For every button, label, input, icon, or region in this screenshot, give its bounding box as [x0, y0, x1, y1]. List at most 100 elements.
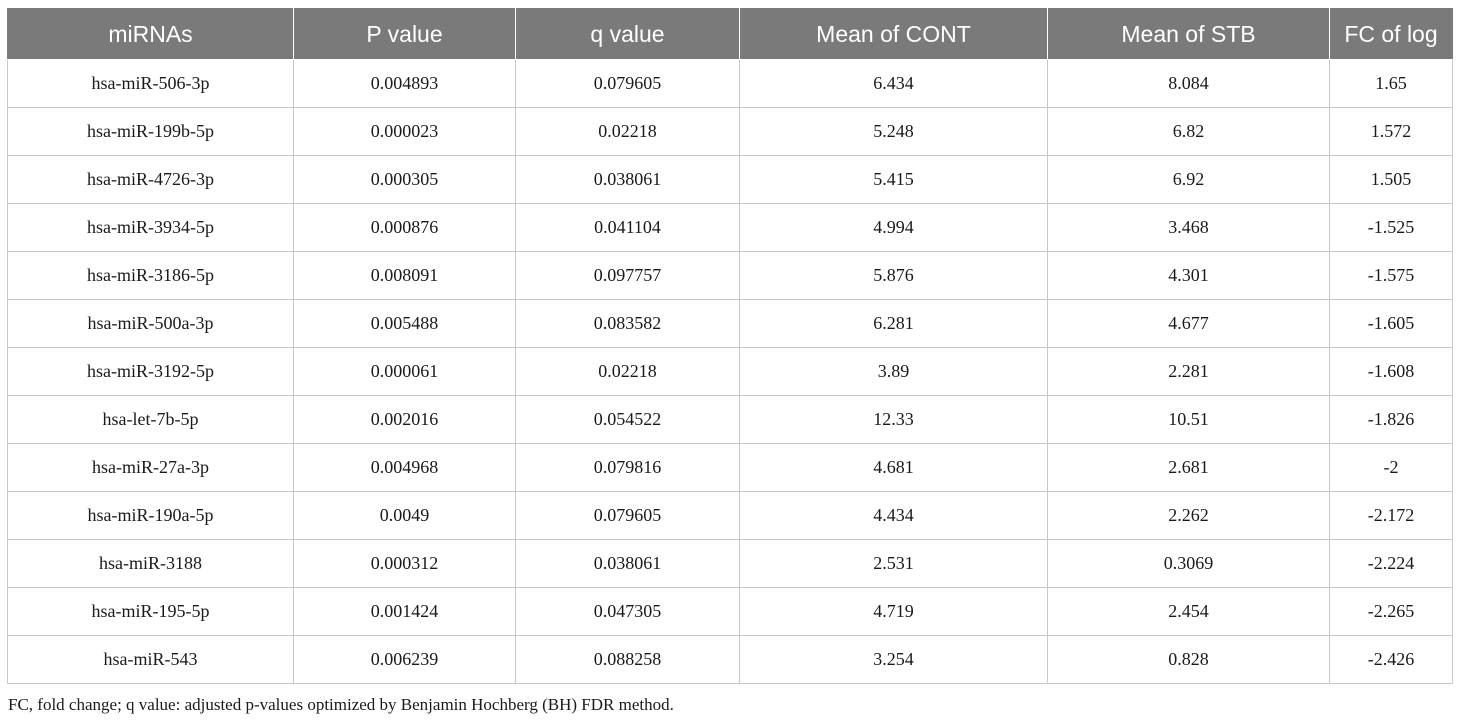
cell-fc-log: -2.265	[1329, 587, 1453, 636]
table-row: hsa-miR-500a-3p 0.005488 0.083582 6.281 4.67…	[7, 299, 1453, 348]
cell-q-value: 0.041104	[515, 203, 740, 252]
cell-p-value: 0.000876	[293, 203, 516, 252]
cell-mean-stb: 2.454	[1047, 587, 1330, 636]
cell-fc-log: -2.172	[1329, 491, 1453, 540]
cell-fc-log: -2	[1329, 443, 1453, 492]
cell-mean-cont: 4.681	[739, 443, 1048, 492]
cell-mirna: hsa-miR-3188	[7, 539, 294, 588]
table-row: hsa-miR-27a-3p 0.004968 0.079816 4.681 2.681…	[7, 443, 1453, 492]
cell-q-value: 0.038061	[515, 155, 740, 204]
cell-fc-log: 1.505	[1329, 155, 1453, 204]
table-row: hsa-miR-4726-3p 0.000305 0.038061 5.415 6.92…	[7, 155, 1453, 204]
cell-mean-cont: 5.248	[739, 107, 1048, 156]
header-row: miRNAs P value q value Mean of CONT Mean…	[7, 8, 1453, 60]
cell-q-value: 0.054522	[515, 395, 740, 444]
cell-q-value: 0.097757	[515, 251, 740, 300]
cell-p-value: 0.004893	[293, 59, 516, 108]
cell-fc-log: -1.605	[1329, 299, 1453, 348]
cell-mean-cont: 4.434	[739, 491, 1048, 540]
cell-mean-cont: 4.719	[739, 587, 1048, 636]
cell-fc-log: 1.65	[1329, 59, 1453, 108]
header-mirnas: miRNAs	[7, 8, 294, 60]
cell-mean-cont: 4.994	[739, 203, 1048, 252]
cell-p-value: 0.004968	[293, 443, 516, 492]
cell-mean-stb: 6.82	[1047, 107, 1330, 156]
cell-fc-log: 1.572	[1329, 107, 1453, 156]
cell-p-value: 0.000061	[293, 347, 516, 396]
table-row: hsa-miR-199b-5p 0.000023 0.02218 5.248 6.82 1…	[7, 107, 1453, 156]
table-row: hsa-miR-3188 0.000312 0.038061 2.531 0.3069-…	[7, 539, 1453, 588]
table-body: hsa-miR-506-3p 0.004893 0.079605 6.434 8.084…	[7, 59, 1453, 684]
cell-mirna: hsa-miR-199b-5p	[7, 107, 294, 156]
cell-mean-stb: 10.51	[1047, 395, 1330, 444]
cell-mirna: hsa-miR-190a-5p	[7, 491, 294, 540]
cell-mirna: hsa-miR-3186-5p	[7, 251, 294, 300]
cell-q-value: 0.02218	[515, 107, 740, 156]
header-mean-cont: Mean of CONT	[739, 8, 1048, 60]
cell-mean-cont: 6.281	[739, 299, 1048, 348]
cell-mean-stb: 6.92	[1047, 155, 1330, 204]
cell-p-value: 0.000312	[293, 539, 516, 588]
mirna-results-table: miRNAs P value q value Mean of CONT Mean…	[7, 8, 1453, 684]
cell-mean-cont: 6.434	[739, 59, 1048, 108]
cell-fc-log: -1.525	[1329, 203, 1453, 252]
cell-q-value: 0.079816	[515, 443, 740, 492]
table-row: hsa-miR-195-5p 0.001424 0.047305 4.719 2.454…	[7, 587, 1453, 636]
table-row: hsa-miR-506-3p 0.004893 0.079605 6.434 8.084…	[7, 59, 1453, 108]
cell-q-value: 0.047305	[515, 587, 740, 636]
cell-p-value: 0.0049	[293, 491, 516, 540]
cell-p-value: 0.000305	[293, 155, 516, 204]
header-fc-log: FC of log	[1329, 8, 1453, 60]
cell-q-value: 0.02218	[515, 347, 740, 396]
cell-p-value: 0.000023	[293, 107, 516, 156]
cell-mirna: hsa-miR-3192-5p	[7, 347, 294, 396]
table-row: hsa-let-7b-5p 0.002016 0.054522 12.33 10.51-…	[7, 395, 1453, 444]
table-row: hsa-miR-3192-5p 0.000061 0.02218 3.89 2.281-…	[7, 347, 1453, 396]
cell-p-value: 0.002016	[293, 395, 516, 444]
cell-fc-log: -2.426	[1329, 635, 1453, 684]
cell-mirna: hsa-miR-27a-3p	[7, 443, 294, 492]
cell-q-value: 0.083582	[515, 299, 740, 348]
cell-mean-stb: 2.281	[1047, 347, 1330, 396]
cell-mean-cont: 5.876	[739, 251, 1048, 300]
cell-q-value: 0.088258	[515, 635, 740, 684]
cell-mean-cont: 3.254	[739, 635, 1048, 684]
table-footnote: FC, fold change; q value: adjusted p-val…	[8, 695, 674, 714]
cell-mean-stb: 3.468	[1047, 203, 1330, 252]
results-table-container: miRNAs P value q value Mean of CONT Mean…	[7, 8, 1453, 684]
cell-mean-stb: 4.301	[1047, 251, 1330, 300]
cell-q-value: 0.079605	[515, 491, 740, 540]
cell-fc-log: -1.826	[1329, 395, 1453, 444]
cell-mean-cont: 5.415	[739, 155, 1048, 204]
cell-mean-stb: 2.262	[1047, 491, 1330, 540]
cell-mirna: hsa-miR-543	[7, 635, 294, 684]
cell-mean-stb: 0.3069	[1047, 539, 1330, 588]
cell-mean-cont: 3.89	[739, 347, 1048, 396]
cell-mirna: hsa-let-7b-5p	[7, 395, 294, 444]
cell-mean-stb: 0.828	[1047, 635, 1330, 684]
cell-q-value: 0.079605	[515, 59, 740, 108]
header-q-value: q value	[515, 8, 740, 60]
header-mean-stb: Mean of STB	[1047, 8, 1330, 60]
cell-mirna: hsa-miR-3934-5p	[7, 203, 294, 252]
cell-mean-stb: 2.681	[1047, 443, 1330, 492]
cell-mirna: hsa-miR-195-5p	[7, 587, 294, 636]
cell-fc-log: -2.224	[1329, 539, 1453, 588]
table-row: hsa-miR-3934-5p 0.000876 0.041104 4.994 3.46…	[7, 203, 1453, 252]
cell-mean-stb: 8.084	[1047, 59, 1330, 108]
cell-p-value: 0.001424	[293, 587, 516, 636]
cell-mirna: hsa-miR-4726-3p	[7, 155, 294, 204]
table-header: miRNAs P value q value Mean of CONT Mean…	[7, 8, 1453, 60]
cell-mean-stb: 4.677	[1047, 299, 1330, 348]
cell-fc-log: -1.575	[1329, 251, 1453, 300]
table-row: hsa-miR-3186-5p 0.008091 0.097757 5.876 4.30…	[7, 251, 1453, 300]
cell-fc-log: -1.608	[1329, 347, 1453, 396]
cell-mean-cont: 12.33	[739, 395, 1048, 444]
cell-mirna: hsa-miR-500a-3p	[7, 299, 294, 348]
table-row: hsa-miR-190a-5p 0.0049 0.079605 4.434 2.262-…	[7, 491, 1453, 540]
cell-mirna: hsa-miR-506-3p	[7, 59, 294, 108]
cell-p-value: 0.005488	[293, 299, 516, 348]
cell-p-value: 0.008091	[293, 251, 516, 300]
table-row: hsa-miR-543 0.006239 0.088258 3.254 0.828 -2.…	[7, 635, 1453, 684]
cell-q-value: 0.038061	[515, 539, 740, 588]
